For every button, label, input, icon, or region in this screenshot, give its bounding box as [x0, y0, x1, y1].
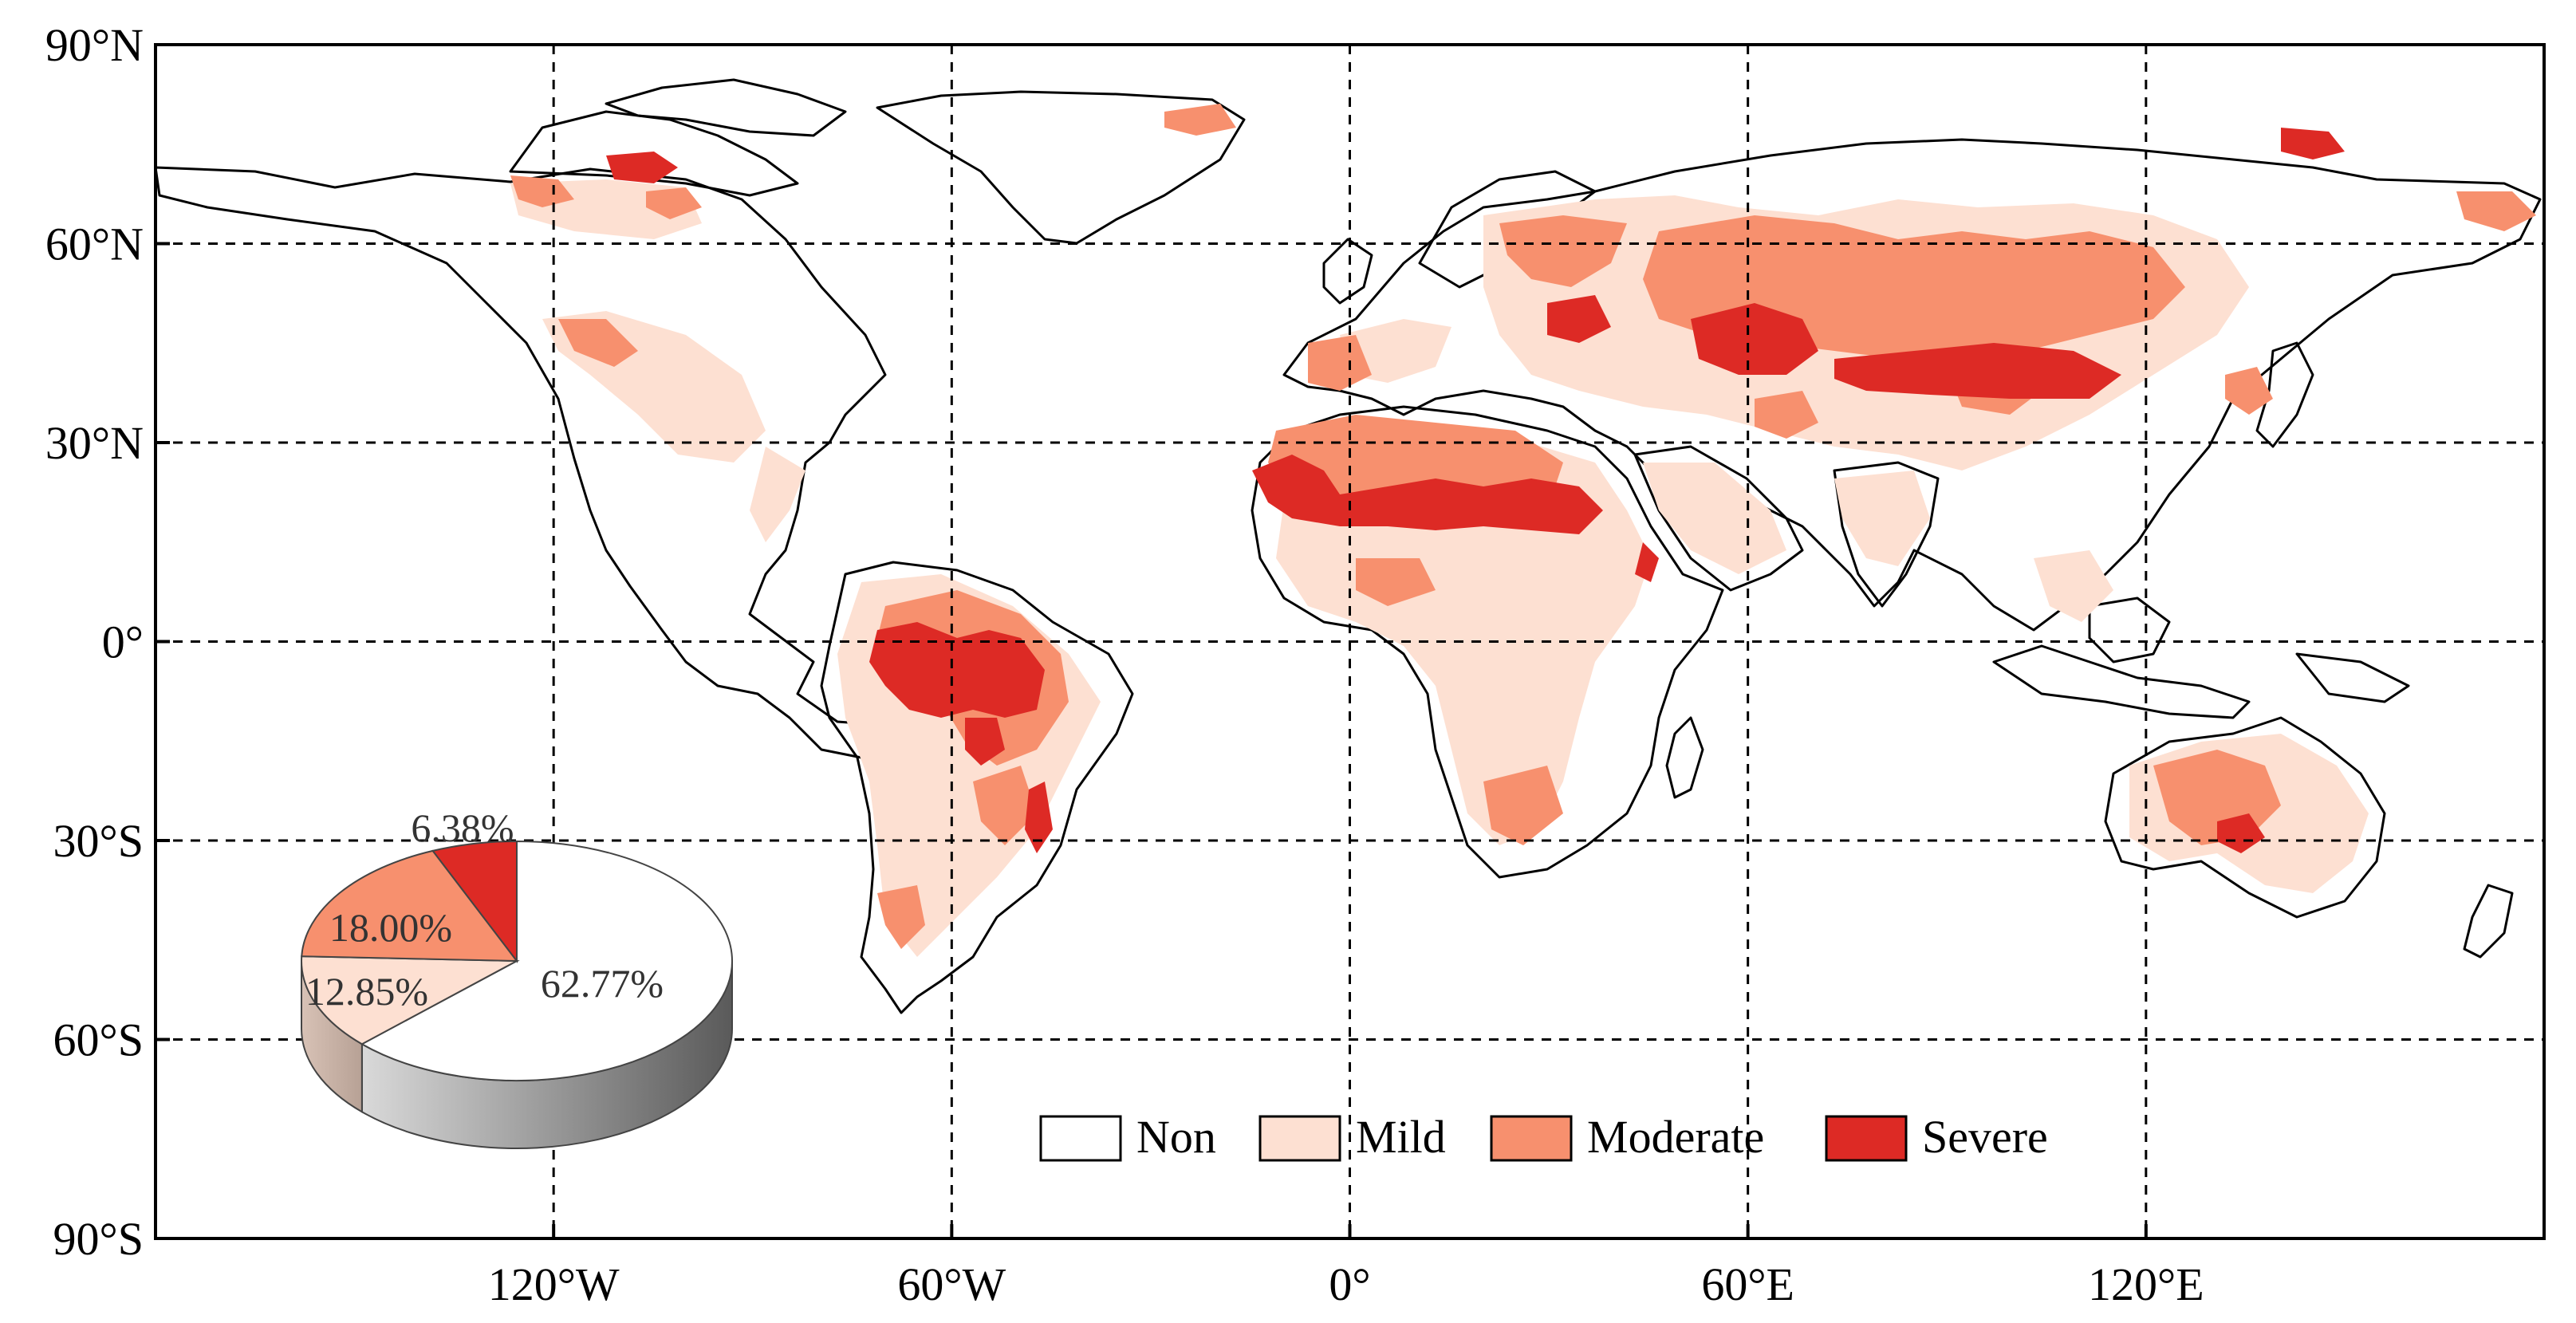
- graticule: [156, 45, 2544, 1238]
- legend-swatch-mild: [1258, 1115, 1341, 1162]
- lat-label: 90°N: [45, 19, 144, 71]
- lon-label: 120°E: [2088, 1258, 2204, 1310]
- pie-slice-non: [360, 840, 734, 1081]
- new-guinea: [2295, 652, 2410, 703]
- pie-label-severe: 6.38%: [411, 805, 514, 850]
- australia: [2104, 716, 2386, 919]
- lat-label: 30°N: [45, 417, 144, 469]
- lat-label: 30°S: [53, 815, 144, 867]
- legend-swatch-severe: [1825, 1115, 1908, 1162]
- lat-label: 0°: [102, 616, 144, 668]
- madagascar: [1665, 716, 1704, 799]
- lat-label: 90°S: [53, 1213, 144, 1265]
- lon-label: 60°E: [1701, 1258, 1794, 1310]
- arctic-islands: [509, 110, 799, 197]
- severe-patches: [606, 128, 2345, 853]
- lon-label: 0°: [1329, 1258, 1370, 1310]
- arabia: [1633, 445, 1804, 592]
- greenland: [876, 90, 1246, 245]
- lat-label: 60°S: [53, 1014, 144, 1066]
- africa: [1251, 405, 1724, 879]
- india: [1833, 461, 1940, 608]
- pie-slice-mild: [301, 955, 520, 1045]
- pie-label-mild: 12.85%: [305, 969, 428, 1014]
- land-masses: [154, 78, 2542, 1014]
- lon-label: 120°W: [488, 1258, 620, 1310]
- longitude-labels: 120°W 60°W 0° 60°E 120°E: [488, 1224, 2204, 1310]
- indonesia: [1992, 644, 2251, 719]
- pie-slice-severe: [431, 840, 518, 963]
- pie-label-non: 62.77%: [541, 961, 664, 1006]
- lon-label: 60°W: [897, 1258, 1006, 1310]
- legend-label-moderate: Moderate: [1587, 1111, 1764, 1163]
- south-america: [820, 561, 1134, 1014]
- pie-slice-moderate: [301, 849, 519, 963]
- pie-label-moderate: 18.00%: [329, 905, 452, 950]
- legend-label-mild: Mild: [1356, 1111, 1446, 1163]
- legend: Non Mild Moderate Severe: [1039, 1111, 2048, 1163]
- drought-patches: [510, 104, 2536, 957]
- british-isles: [1322, 238, 1373, 305]
- pie-chart: 62.77% 12.85% 18.00% 6.38%: [301, 805, 734, 1149]
- legend-swatch-non: [1039, 1115, 1122, 1162]
- eurasia: [1282, 138, 2542, 632]
- borneo: [2088, 597, 2171, 663]
- legend-label-non: Non: [1136, 1111, 1216, 1163]
- legend-label-severe: Severe: [1922, 1111, 2048, 1163]
- legend-swatch-moderate: [1490, 1115, 1573, 1162]
- arctic-islands-north: [605, 78, 847, 137]
- new-zealand: [2463, 884, 2514, 959]
- latitude-labels: 90°N 60°N 30°N 0° 30°S 60°S 90°S: [45, 19, 170, 1265]
- lat-label: 60°N: [45, 219, 144, 270]
